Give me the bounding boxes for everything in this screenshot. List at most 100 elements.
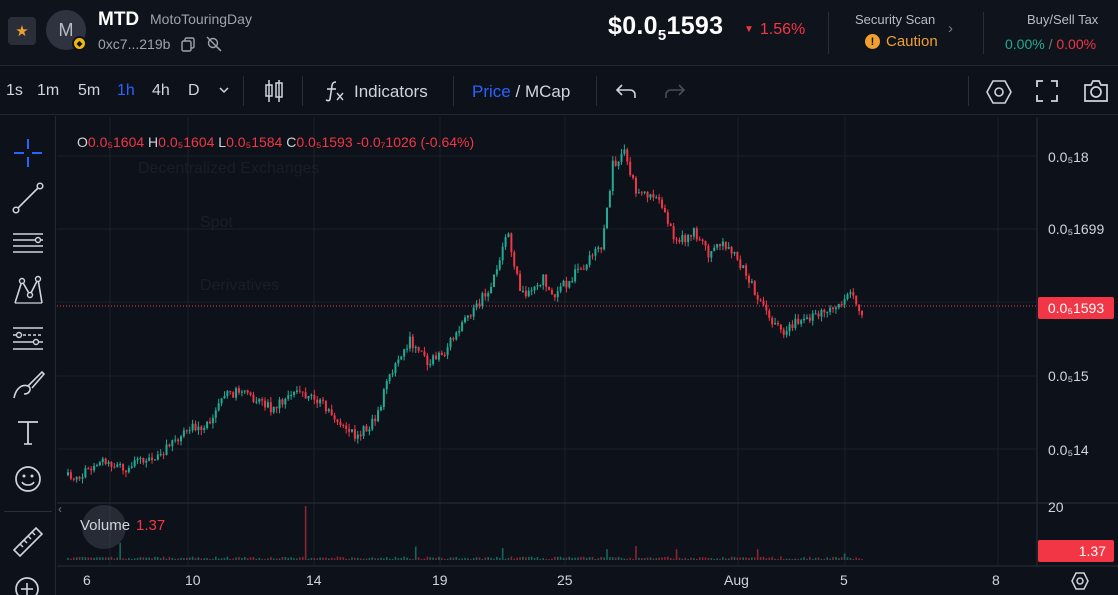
fullscreen-icon[interactable] <box>1035 79 1059 103</box>
ruler-icon[interactable] <box>10 524 46 560</box>
volume-bar <box>722 557 724 560</box>
volume-bar <box>548 558 550 560</box>
volume-bar <box>542 558 545 560</box>
volume-bar <box>397 558 400 560</box>
volume-bar <box>861 558 863 560</box>
candle-body <box>307 395 310 399</box>
candle-body <box>452 338 455 340</box>
emoji-icon[interactable] <box>10 461 46 497</box>
volume-bar <box>243 556 246 560</box>
horizontal-lines-icon[interactable] <box>10 226 46 262</box>
volume-bar <box>823 558 826 560</box>
copy-icon[interactable] <box>180 36 196 52</box>
fib-icon[interactable] <box>10 320 46 356</box>
volume-bar <box>336 556 339 560</box>
volume-bar <box>629 557 631 560</box>
camera-icon[interactable] <box>1082 78 1110 104</box>
price-prefix: $0.0 <box>608 12 658 40</box>
volume-bar <box>811 558 814 560</box>
candle-body <box>295 390 298 392</box>
ohlc-open-value: 0.0₅1604 <box>87 134 145 150</box>
volume-bar <box>403 556 405 560</box>
volume-bar <box>293 558 295 560</box>
candle-body <box>313 394 316 400</box>
chevron-right-icon[interactable]: › <box>948 20 953 37</box>
volume-bar <box>820 558 823 560</box>
token-address[interactable]: 0xc7...219b <box>98 36 171 52</box>
down-triangle-icon: ▼ <box>744 24 754 35</box>
volume-bar <box>588 557 591 560</box>
trend-line-icon[interactable] <box>10 180 46 216</box>
timeframe-1h[interactable]: 1h <box>117 82 135 99</box>
candlestick-icon[interactable] <box>262 78 286 104</box>
volume-bar <box>530 556 533 560</box>
volume-bar <box>583 556 585 560</box>
chevron-down-icon[interactable] <box>218 84 230 96</box>
function-icon[interactable] <box>323 79 345 103</box>
candle-body <box>498 260 501 270</box>
candle-body <box>742 265 745 269</box>
candle-body <box>719 244 722 247</box>
volume-bar <box>356 557 359 560</box>
candle-body <box>464 317 466 323</box>
crosshair-icon[interactable] <box>10 135 46 171</box>
price-mcap-toggle[interactable]: Price / MCap <box>472 82 570 102</box>
candle-body <box>774 322 777 325</box>
volume-bar <box>719 558 721 560</box>
collapse-arrow-icon[interactable]: ‹ <box>58 502 62 516</box>
undo-icon[interactable] <box>615 82 637 100</box>
candle-body <box>440 352 443 355</box>
candle-body <box>449 338 452 348</box>
candle-body <box>359 434 362 437</box>
timeframe-1m[interactable]: 1m <box>37 82 60 99</box>
volume-bar <box>113 558 116 560</box>
zoom-in-icon[interactable] <box>10 572 46 595</box>
candle-body <box>310 394 313 396</box>
candle-body <box>594 249 597 256</box>
candle-body <box>553 294 556 298</box>
redo-icon[interactable] <box>664 82 686 100</box>
candle-body <box>504 237 507 247</box>
candle-body <box>858 304 861 312</box>
timeframe-1s[interactable]: 1s <box>6 82 23 99</box>
candle-body <box>513 252 516 267</box>
timeframe-4h[interactable]: 4h <box>152 82 170 99</box>
security-scan-title[interactable]: Security Scan <box>855 12 936 27</box>
watermark-text: Decentralized Exchanges <box>138 160 320 177</box>
search-off-icon[interactable] <box>206 36 222 52</box>
candle-body <box>269 402 272 413</box>
candle-body <box>736 252 739 260</box>
volume-bar <box>380 557 382 560</box>
indicators-button[interactable]: Indicators <box>354 82 428 101</box>
text-icon[interactable] <box>10 414 46 450</box>
volume-bar <box>594 558 597 560</box>
candle-body <box>185 430 188 432</box>
pattern-icon[interactable] <box>10 273 46 309</box>
volume-bar <box>177 558 179 560</box>
candle-body <box>266 402 269 408</box>
timeframe-5m[interactable]: 5m <box>78 82 101 99</box>
price-toggle-option[interactable]: Price <box>472 82 511 101</box>
security-scan-status[interactable]: ! Caution <box>865 33 938 50</box>
volume-bar <box>455 556 458 560</box>
candle-body <box>516 266 519 274</box>
volume-bar <box>527 556 530 560</box>
favorite-star-icon[interactable]: ★ <box>8 17 36 45</box>
axis-settings-icon[interactable] <box>1070 571 1090 591</box>
chart-toolbar <box>0 67 1118 115</box>
mcap-toggle-option[interactable]: MCap <box>524 82 571 101</box>
volume-bar <box>551 558 553 560</box>
brush-icon[interactable] <box>10 366 46 402</box>
candle-body <box>394 363 397 374</box>
volume-bar <box>412 558 414 560</box>
timeframe-D[interactable]: D <box>188 82 200 99</box>
candle-body <box>87 468 90 470</box>
candle-body <box>536 285 539 287</box>
candle-body <box>180 436 183 442</box>
candle-body <box>240 391 243 393</box>
settings-hexagon-icon[interactable] <box>985 78 1013 106</box>
volume-toggle-button[interactable] <box>82 505 126 549</box>
volume-bar <box>507 558 510 560</box>
volume-bar <box>493 558 495 560</box>
